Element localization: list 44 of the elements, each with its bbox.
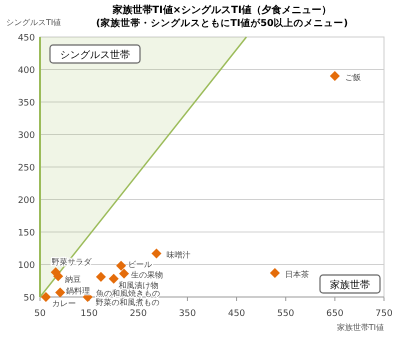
- annotation: 納豆: [65, 275, 82, 284]
- chart-subtitle: (家族世帯・シングルスともにTI値が50以上のメニュー): [96, 17, 348, 29]
- annotation: シングルス世帯: [60, 49, 130, 61]
- point: [116, 260, 126, 271]
- point: [40, 292, 51, 302]
- x-tick-label: 650: [326, 309, 344, 319]
- x-tick-label: 350: [178, 309, 196, 319]
- y-tick-label: 100: [18, 261, 36, 271]
- x-tick-label: 750: [375, 309, 393, 319]
- y-tick-label: 350: [18, 98, 36, 108]
- x-tick-label: 550: [277, 309, 295, 319]
- point: [108, 274, 119, 284]
- point: [119, 268, 130, 279]
- point: [151, 248, 162, 258]
- x-tick-label: 250: [130, 309, 148, 319]
- annotation: 鍋料理: [66, 286, 90, 296]
- y-tick-label: 400: [18, 66, 36, 76]
- y-tick-label: 150: [18, 228, 36, 238]
- annotation: ご飯: [344, 73, 361, 82]
- point: [330, 71, 340, 81]
- x-tick-label: 50: [34, 309, 46, 319]
- annotation: 日本茶: [284, 270, 309, 279]
- annotation: ビール: [128, 260, 152, 269]
- annotation: 味噌汁: [166, 250, 190, 260]
- annotation: カレー: [52, 299, 76, 308]
- y-tick-label: 200: [18, 196, 36, 206]
- y-tick-label: 450: [18, 34, 36, 44]
- y-tick-label: 300: [18, 131, 36, 141]
- annotation: 家族世帯: [330, 279, 370, 291]
- y-axis-title: シングルスTI値: [6, 18, 62, 27]
- x-tick-label: 150: [80, 309, 98, 319]
- x-tick-label: 450: [228, 309, 246, 319]
- point: [55, 287, 66, 298]
- point: [270, 268, 280, 278]
- chart-title: 家族世帯TI値×シングルスTI値（夕食メニュー）: [111, 4, 332, 16]
- x-axis-title: 家族世帯TI値: [336, 323, 384, 332]
- y-tick-label: 50: [24, 294, 36, 304]
- annotation: 野菜の和風煮もの: [96, 298, 160, 307]
- annotation: 和風漬け物: [118, 280, 159, 290]
- y-tick-label: 250: [18, 164, 36, 174]
- annotation: 生の果物: [131, 270, 164, 280]
- point: [96, 272, 106, 282]
- annotation: 野菜サラダ: [52, 257, 93, 266]
- annotation: 魚の和風焼きもの: [96, 288, 160, 298]
